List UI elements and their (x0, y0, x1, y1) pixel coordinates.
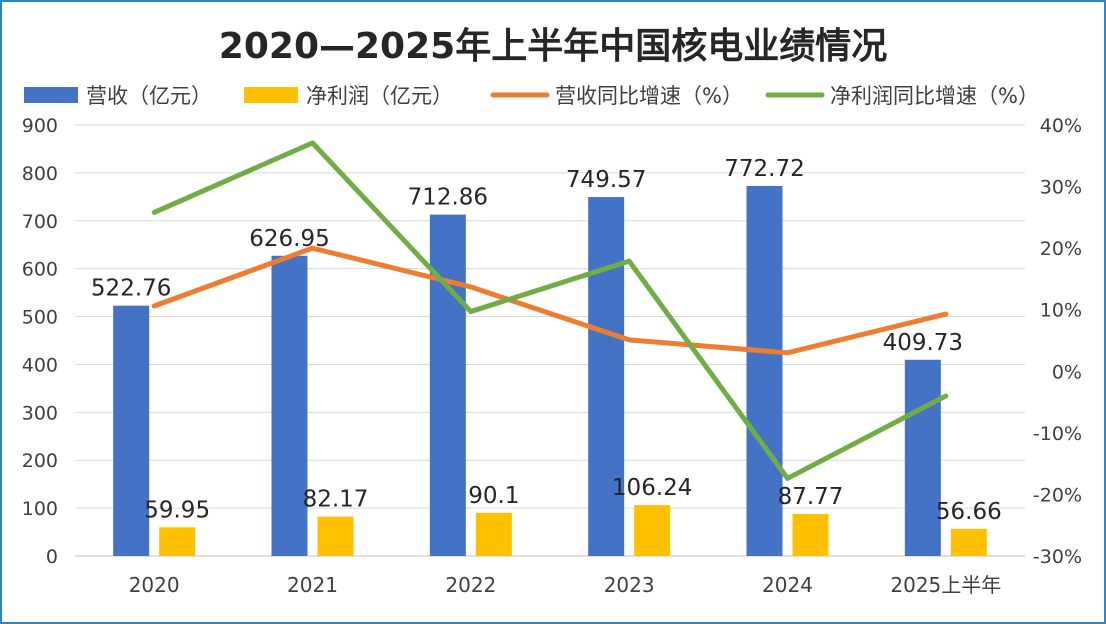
y-left-tick-label: 200 (22, 450, 58, 472)
y-right-tick-label: 20% (1040, 238, 1082, 260)
legend-label: 净利润同比增速（%） (830, 84, 1039, 108)
bar (271, 255, 308, 556)
y-right-tick-label: -30% (1033, 546, 1082, 568)
legend-swatch (244, 87, 298, 103)
bar (950, 528, 987, 556)
bars (113, 185, 987, 557)
data-label: 749.57 (566, 167, 646, 193)
data-label: 626.95 (249, 226, 329, 252)
bar (475, 512, 512, 556)
legend-label: 营收（亿元） (86, 84, 212, 108)
y-left-tick-label: 800 (22, 163, 58, 185)
legend: 营收（亿元） 净利润（亿元） 营收同比增速（%） 净利润同比增速（%） (24, 84, 1039, 108)
bar (429, 214, 466, 556)
y-left-tick-label: 900 (22, 115, 58, 137)
data-label: 712.86 (408, 185, 488, 211)
series-line (151, 140, 949, 481)
data-label: 106.24 (612, 475, 692, 501)
bar (904, 359, 941, 556)
data-label: 56.66 (936, 499, 1002, 525)
x-tick-label: 2024 (762, 573, 813, 597)
y-left-tick-label: 0 (46, 546, 58, 568)
y-left-tick-label: 300 (22, 402, 58, 424)
x-tick-label: 2022 (445, 573, 496, 597)
y-left-tick-label: 400 (22, 354, 58, 376)
y-left-tick-label: 100 (22, 498, 58, 520)
gridlines (75, 124, 1025, 557)
bar (588, 197, 625, 557)
x-tick-label: 2021 (287, 573, 338, 597)
data-label: 87.77 (778, 484, 844, 510)
y-right-tick-label: 40% (1040, 115, 1082, 137)
y-left-tick-label: 500 (22, 307, 58, 329)
data-label: 82.17 (303, 487, 369, 513)
y-right-tick-label: 10% (1040, 300, 1082, 322)
data-label: 59.95 (144, 497, 210, 523)
data-label: 409.73 (883, 330, 963, 356)
data-label: 90.1 (468, 483, 519, 509)
legend-label: 净利润（亿元） (306, 84, 453, 108)
chart-title: 2020—2025年上半年中国核电业绩情况 (219, 26, 887, 67)
bar (113, 305, 150, 556)
y-left-tick-label: 600 (22, 259, 58, 281)
bar (159, 527, 196, 556)
x-axis: 2020 2021 2022 2023 2024 2025上半年 (75, 555, 1025, 597)
x-tick-label: 2023 (604, 573, 655, 597)
y-axis-left: 0 100 200 300 400 500 600 700 800 900 (22, 115, 58, 568)
bar (746, 185, 783, 556)
series-line (151, 245, 949, 356)
x-tick-label: 2020 (129, 573, 180, 597)
legend-swatch (24, 87, 78, 103)
lines (151, 140, 949, 481)
y-right-tick-label: -10% (1033, 423, 1082, 445)
data-label: 522.76 (91, 276, 171, 302)
y-right-tick-label: 30% (1040, 177, 1082, 199)
bar (317, 516, 354, 556)
data-label: 772.72 (724, 156, 804, 182)
x-tick-label: 2025上半年 (890, 573, 1001, 597)
bar-labels: 522.76 626.95 712.86 749.57 772.72 409.73 59.9… (91, 156, 1002, 525)
legend-label: 营收同比增速（%） (555, 84, 743, 108)
y-left-tick-label: 700 (22, 211, 58, 233)
y-right-tick-label: -20% (1033, 484, 1082, 506)
y-axis-right: -30% -20% -10% 0% 10% 20% 30% 40% (1033, 115, 1082, 568)
bar (792, 513, 829, 556)
y-right-tick-label: 0% (1052, 361, 1082, 383)
bar (634, 505, 671, 556)
